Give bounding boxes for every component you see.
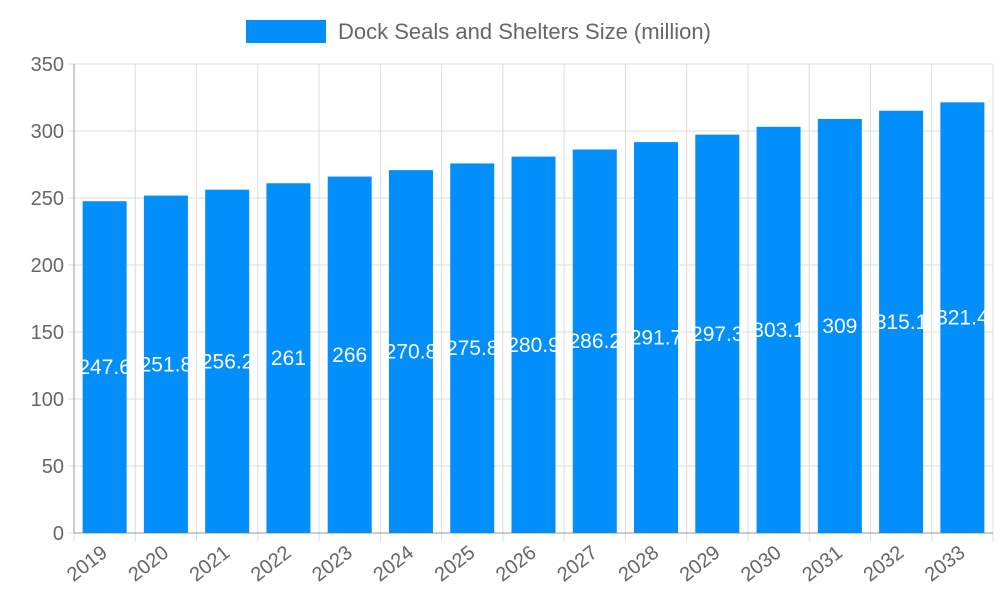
- bar: [695, 134, 740, 534]
- y-tick-label: 300: [31, 121, 64, 143]
- data-labels: 247.6 251.8 256.2 261 266 270.8 275.8 280.9 286.…: [78, 307, 989, 379]
- x-tick-label: 2031: [798, 542, 847, 587]
- x-tick-label: 2025: [431, 542, 480, 587]
- data-label: 321.4: [936, 307, 989, 330]
- data-label: 315.1: [875, 311, 928, 334]
- data-label: 303.1: [752, 319, 805, 342]
- x-tick-label: 2029: [676, 542, 725, 587]
- bar: [572, 149, 617, 533]
- bar: [388, 170, 433, 534]
- data-label: 309: [822, 315, 857, 338]
- bar: [817, 118, 862, 533]
- data-label: 297.3: [691, 323, 744, 346]
- x-tick-label: 2020: [124, 542, 173, 587]
- y-tick-label: 100: [31, 389, 64, 411]
- data-label: 286.2: [568, 330, 621, 353]
- x-tick-label: 2022: [247, 542, 296, 587]
- bars: [82, 102, 985, 534]
- data-label: 251.8: [140, 353, 193, 376]
- bar: [879, 110, 924, 534]
- data-label: 280.9: [507, 334, 560, 357]
- x-tick-label: 2024: [369, 542, 418, 587]
- bar: [940, 102, 985, 533]
- data-label: 291.7: [630, 327, 683, 350]
- data-label: 247.6: [78, 356, 131, 379]
- x-tick-label: 2027: [553, 542, 602, 587]
- bar: [327, 176, 372, 533]
- data-label: 270.8: [385, 341, 438, 364]
- y-tick-label: 0: [53, 523, 64, 545]
- x-tick-label: 2026: [492, 542, 541, 587]
- y-axis: 0 50 100 150 200 250 300 350: [31, 54, 64, 545]
- data-label: 266: [332, 344, 367, 367]
- x-tick-label: 2019: [63, 542, 112, 587]
- y-tick-label: 200: [31, 255, 64, 277]
- bar: [634, 142, 679, 533]
- x-tick-label: 2028: [615, 542, 664, 587]
- data-label: 256.2: [201, 350, 254, 373]
- y-tick-label: 50: [42, 456, 64, 478]
- x-axis: 2019 2020 2021 2022 2023 2024 2025 2026 2027 2028…: [63, 542, 969, 587]
- bar: [82, 201, 127, 533]
- x-tick-label: 2032: [860, 542, 909, 587]
- bar: [511, 156, 556, 533]
- y-tick-label: 250: [31, 188, 64, 210]
- x-tick-label: 2021: [186, 542, 235, 587]
- x-tick-label: 2023: [308, 542, 357, 587]
- x-tick-label: 2033: [921, 542, 970, 587]
- bar: [756, 126, 801, 533]
- data-label: 275.8: [446, 337, 499, 360]
- legend[interactable]: Dock Seals and Shelters Size (million): [246, 19, 711, 44]
- y-tick-label: 150: [31, 322, 64, 344]
- data-label: 261: [271, 347, 306, 370]
- bar: [143, 195, 188, 533]
- legend-label: Dock Seals and Shelters Size (million): [338, 19, 711, 44]
- legend-swatch: [246, 20, 326, 43]
- bar: [205, 189, 250, 533]
- bar: [266, 183, 311, 533]
- y-tick-label: 350: [31, 54, 64, 76]
- bar: [450, 163, 495, 534]
- x-tick-label: 2030: [737, 542, 786, 587]
